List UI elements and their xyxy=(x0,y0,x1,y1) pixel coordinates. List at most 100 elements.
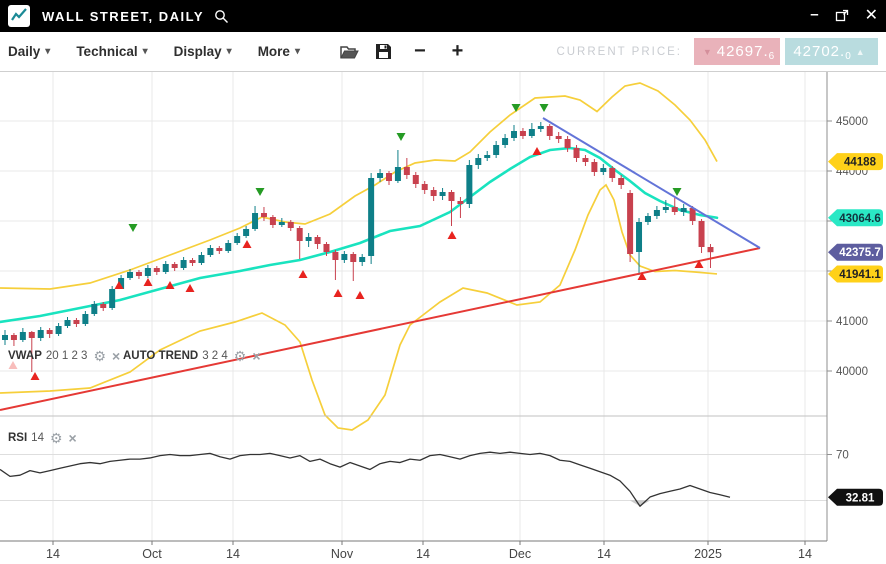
time-tick-label: 14 xyxy=(226,547,240,561)
bear-candle xyxy=(457,201,464,204)
buy-signal-icon xyxy=(143,278,153,286)
sell-signal-icon xyxy=(511,104,521,112)
open-file-button[interactable] xyxy=(340,44,359,60)
bear-candle xyxy=(135,272,142,276)
price-tag xyxy=(828,265,883,283)
bear-candle xyxy=(332,252,339,260)
bear-candle xyxy=(519,131,526,136)
price-tag-value: 44188 xyxy=(844,157,877,169)
zoom-out-button[interactable]: − xyxy=(408,39,432,64)
vwap-params: 20 1 2 3 xyxy=(45,350,88,362)
bear-candle xyxy=(591,162,598,172)
rsi-settings-icon[interactable]: ⚙ xyxy=(49,430,63,446)
bull-candle xyxy=(91,304,98,314)
bull-candle xyxy=(680,208,687,212)
menu-more-label: More xyxy=(257,44,290,59)
buy-signal-icon xyxy=(114,281,124,289)
bear-candle xyxy=(564,139,571,148)
popout-button[interactable] xyxy=(835,9,849,23)
bull-candle xyxy=(162,264,169,272)
bull-candle xyxy=(359,257,366,262)
bear-candle xyxy=(100,304,107,308)
rsi-line xyxy=(0,451,731,507)
bear-candle xyxy=(448,192,455,201)
bull-candle xyxy=(109,289,116,308)
buy-signal-icon xyxy=(447,231,457,239)
bull-candle xyxy=(234,236,241,243)
search-icon[interactable] xyxy=(214,9,229,24)
bull-candle xyxy=(225,243,232,251)
auto-trend-settings-icon[interactable]: ⚙ xyxy=(233,348,247,364)
rsi-name: RSI xyxy=(8,432,28,444)
bear-candle xyxy=(707,247,714,253)
bear-candle xyxy=(323,244,330,252)
close-button[interactable]: ✕ xyxy=(864,7,878,24)
bull-candle xyxy=(82,314,89,324)
price-tag xyxy=(828,153,883,171)
chevron-down-icon: ▾ xyxy=(142,46,148,57)
bull-candle xyxy=(475,158,482,165)
bull-candle xyxy=(600,168,607,172)
save-button[interactable] xyxy=(375,43,392,60)
bear-candle xyxy=(555,136,562,139)
auto-trend-support-line xyxy=(0,247,761,411)
time-tick-label: Dec xyxy=(509,547,531,561)
menu-daily[interactable]: Daily ▾ xyxy=(8,44,50,59)
zoom-in-button[interactable]: + xyxy=(446,39,470,64)
auto-trend-remove-icon[interactable]: × xyxy=(252,348,261,364)
bear-candle xyxy=(421,184,428,190)
menu-display[interactable]: Display ▾ xyxy=(174,44,232,59)
bear-candle xyxy=(403,167,410,175)
price-tag xyxy=(828,243,883,261)
arrow-up-icon: ▲ xyxy=(855,46,866,57)
bull-candle xyxy=(207,248,214,255)
menu-daily-label: Daily xyxy=(8,44,41,59)
chart-area[interactable]: 4500044000430004200041000400007014Oct14N… xyxy=(0,72,886,564)
buy-signal-icon xyxy=(30,372,40,380)
vwap-name: VWAP xyxy=(8,350,42,362)
bull-candle xyxy=(2,335,8,340)
bear-candle xyxy=(216,248,223,251)
minimize-button[interactable]: – xyxy=(810,5,819,23)
price-tick-label: 40000 xyxy=(836,366,868,378)
bull-candle xyxy=(55,326,62,334)
rsi-indicator-chip: RSI 14 ⚙ × xyxy=(8,431,77,445)
vwap-settings-icon[interactable]: ⚙ xyxy=(93,348,107,364)
bull-candle xyxy=(180,260,187,268)
ask-price-decimal: 0 xyxy=(845,51,852,62)
time-tick-label: 14 xyxy=(597,547,611,561)
sell-signal-icon xyxy=(255,188,265,196)
menu-technical-label: Technical xyxy=(76,44,138,59)
chevron-down-icon: ▾ xyxy=(45,46,51,57)
buy-signal-icon xyxy=(532,147,542,155)
buy-signal-icon xyxy=(185,284,195,292)
bear-candle xyxy=(171,264,178,268)
price-chart-canvas[interactable]: 4500044000430004200041000400007014Oct14N… xyxy=(0,72,886,564)
vwap-remove-icon[interactable]: × xyxy=(112,348,121,364)
menu-technical[interactable]: Technical ▾ xyxy=(76,44,147,59)
menu-more[interactable]: More ▾ xyxy=(258,44,300,59)
bull-candle xyxy=(502,138,509,145)
bull-candle xyxy=(644,216,651,222)
bull-candle xyxy=(662,207,669,210)
current-price-label: CURRENT PRICE: xyxy=(556,45,682,58)
arrow-down-icon: ▼ xyxy=(702,46,713,57)
rsi-remove-icon[interactable]: × xyxy=(68,430,77,446)
auto-trend-params: 3 2 4 xyxy=(202,350,228,362)
time-tick-label: 14 xyxy=(798,547,812,561)
buy-signal-icon xyxy=(298,270,308,278)
bear-candle xyxy=(46,330,53,334)
bear-candle xyxy=(609,168,616,178)
bear-candle xyxy=(618,178,625,185)
time-tick-label: Oct xyxy=(142,547,162,561)
bull-candle xyxy=(37,330,44,338)
bear-candle xyxy=(10,335,17,340)
bear-candle xyxy=(689,208,696,221)
bear-candle xyxy=(153,268,160,272)
bollinger-upper-band xyxy=(0,82,718,290)
bear-candle xyxy=(296,228,303,241)
bear-candle xyxy=(430,190,437,196)
bear-candle xyxy=(412,175,419,184)
bear-candle xyxy=(269,217,276,225)
